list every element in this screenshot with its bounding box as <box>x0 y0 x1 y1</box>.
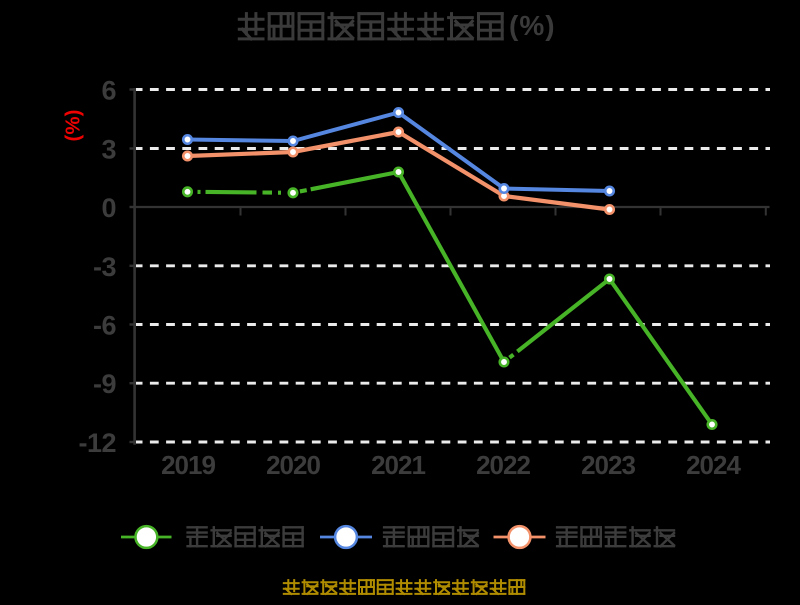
svg-text:(%): (%) <box>62 110 85 142</box>
svg-text:2024: 2024 <box>686 450 741 480</box>
svg-text:-9: -9 <box>93 369 116 399</box>
svg-text:-6: -6 <box>93 311 116 341</box>
svg-text:2023: 2023 <box>581 450 635 480</box>
svg-text:(%): (%) <box>509 10 556 41</box>
svg-text:2019: 2019 <box>161 450 215 480</box>
svg-text:2020: 2020 <box>266 450 320 480</box>
svg-text:6: 6 <box>101 76 116 106</box>
svg-text:-12: -12 <box>78 428 116 458</box>
svg-text:2022: 2022 <box>476 450 530 480</box>
svg-text:-3: -3 <box>93 252 116 282</box>
svg-text:0: 0 <box>101 193 116 223</box>
svg-text:2021: 2021 <box>371 450 425 480</box>
svg-text:3: 3 <box>101 135 116 165</box>
